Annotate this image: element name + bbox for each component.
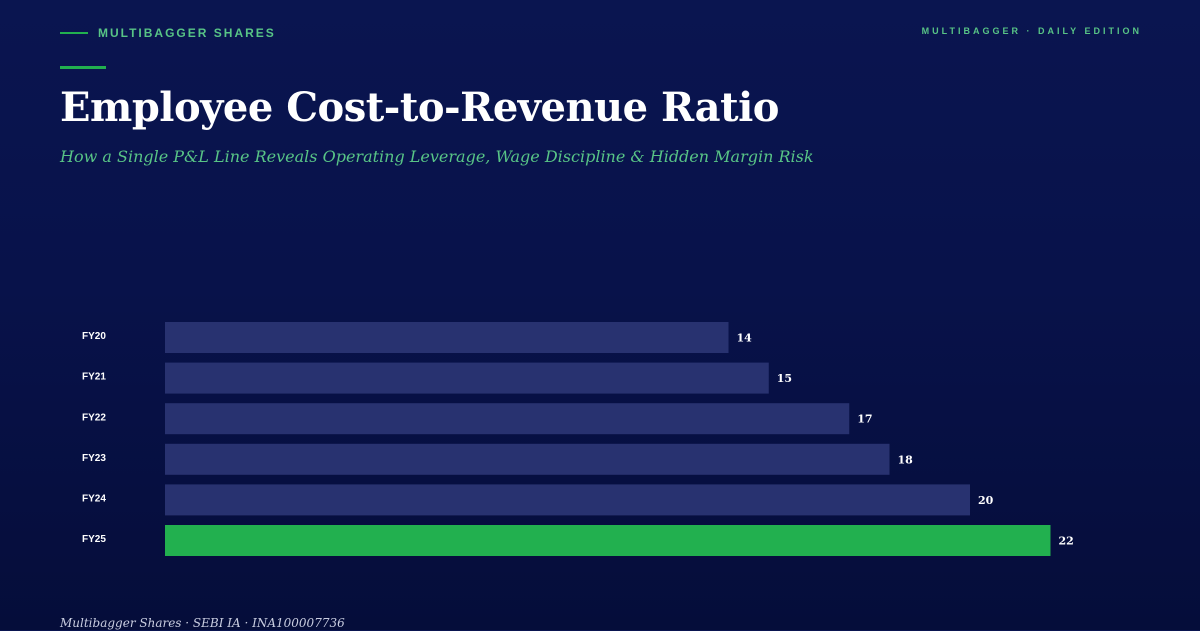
brand-accent-line [60, 32, 88, 34]
category-label: FY20 [82, 331, 106, 342]
bar [165, 403, 850, 435]
title-accent-rule [60, 66, 106, 69]
bar [165, 484, 970, 516]
value-label: 14 [737, 332, 753, 345]
category-label: FY21 [82, 372, 106, 383]
category-label: FY24 [82, 494, 106, 505]
value-label: 22 [1059, 535, 1074, 548]
bar [165, 362, 769, 394]
category-label: FY22 [82, 412, 106, 423]
value-label: 17 [857, 413, 872, 426]
value-label: 18 [898, 453, 914, 466]
page-subtitle: How a Single P&L Line Reveals Operating … [60, 147, 814, 166]
page-title: Employee Cost-to-Revenue Ratio [60, 84, 779, 131]
footer-disclaimer: Multibagger Shares · SEBI IA · INA100007… [60, 616, 345, 630]
bar [165, 443, 890, 475]
value-label: 15 [777, 372, 792, 385]
value-label: 20 [978, 494, 994, 507]
brand: MULTIBAGGER SHARES [60, 24, 276, 42]
brand-name: MULTIBAGGER SHARES [98, 26, 276, 40]
bar [165, 322, 729, 353]
edition-label: MULTIBAGGER · DAILY EDITION [921, 26, 1142, 36]
bar-highlight [165, 525, 1051, 556]
category-label: FY25 [82, 534, 106, 545]
category-label: FY23 [82, 453, 106, 464]
